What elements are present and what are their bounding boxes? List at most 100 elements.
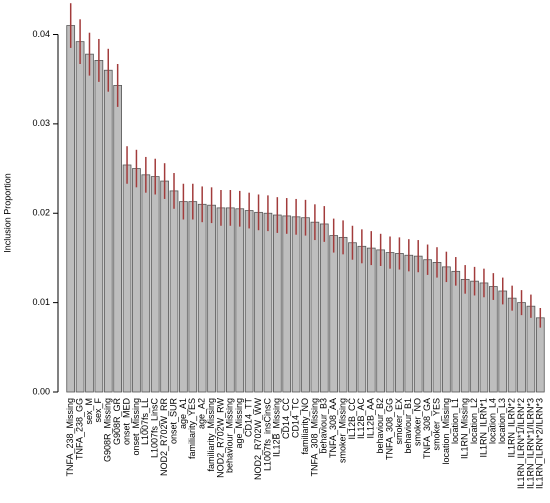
x-tick-label: behaviour_B1 [403, 398, 413, 454]
bar [507, 297, 517, 393]
bar [423, 259, 432, 393]
x-tick-label: IL1RN_ILRN*2 [507, 398, 517, 458]
x-tick-label: familiarity_Missing [206, 398, 216, 472]
bar [244, 210, 254, 393]
bar [85, 53, 94, 393]
x-tick-label: behaviour_B3 [319, 398, 329, 454]
x-tick-label: smoker_Missing [337, 398, 347, 463]
bar [310, 221, 320, 393]
x-tick-label: location_L4 [488, 398, 498, 444]
x-tick-label: IL1RN_ILRN*2/ILRN*3 [535, 398, 545, 489]
bar [188, 201, 198, 393]
bar [357, 245, 367, 393]
x-tick-label: smoker_NO [413, 398, 423, 446]
bar [301, 217, 310, 393]
x-tick-label: G908R_Missing [103, 398, 113, 462]
x-tick-label: IL12B_AC [356, 398, 366, 440]
bar [329, 235, 339, 393]
x-tick-label: NOD2_R702W_WW [253, 397, 263, 480]
x-tick-label: behaviour_Missing [225, 398, 235, 473]
bar [169, 190, 179, 393]
x-tick-label: TNFA_308_GA [422, 398, 432, 459]
bar [207, 204, 216, 393]
bar [66, 25, 76, 393]
bar [385, 252, 395, 393]
x-tick-label: TNFA_238_GG [74, 398, 84, 460]
x-tick-label: onset_SUR [168, 398, 178, 445]
y-axis-label: Inclusion Proportion [2, 173, 12, 253]
x-tick-label: sex_F [93, 398, 103, 423]
bar [526, 305, 536, 393]
y-tick-label: 0.03 [32, 118, 50, 128]
bar [319, 223, 329, 393]
x-tick-label: IL1RN_ILRN*1/ILRN*3 [525, 398, 535, 489]
bar [348, 242, 357, 393]
bar [272, 214, 282, 393]
x-tick-label: familiarity_YES [187, 398, 197, 459]
x-tick-label: IL12B_AA [366, 398, 376, 439]
x-tick-label: G908R_GR [112, 398, 122, 446]
bar [451, 270, 461, 393]
x-tick-label: age_Missing [234, 398, 244, 449]
x-tick-label: TNFA_308_Missing [309, 398, 319, 477]
bar [122, 164, 132, 393]
bar [291, 216, 301, 393]
x-tick-label: L1007fs_LinsC [150, 398, 160, 459]
x-tick-label: smoker_EX [394, 398, 404, 445]
bar [460, 278, 470, 393]
x-tick-label: TNFA_308_GG [384, 398, 394, 460]
x-tick-label: onset_Missing [131, 398, 141, 456]
y-tick-label: 0.01 [32, 297, 50, 307]
x-tick-label: IL1RN_ILRN*1 [478, 398, 488, 458]
x-tick-label: IL1RN_Missing [460, 398, 470, 459]
bar [263, 212, 273, 393]
bar [94, 60, 104, 393]
bar [404, 254, 414, 393]
x-tick-label: location_L1 [450, 398, 460, 444]
bar [395, 253, 404, 393]
bar [216, 207, 226, 393]
bar [498, 290, 508, 393]
x-tick-label: location_L2 [469, 398, 479, 444]
bar [470, 280, 479, 393]
x-tick-label: location_L3 [497, 398, 507, 444]
x-tick-label: behaviour_B2 [375, 398, 385, 454]
x-tick-label: IL12B_CC [347, 398, 357, 440]
x-tick-label: smoker_YES [431, 398, 441, 451]
bar [113, 85, 123, 393]
bar [517, 302, 526, 393]
bar [535, 317, 545, 393]
bar [442, 266, 451, 393]
x-tick-label: sex_M [84, 398, 94, 425]
bar [413, 255, 423, 393]
x-tick-label: location_Missing [441, 398, 451, 465]
bar [254, 211, 263, 393]
y-tick-label: 0.02 [32, 208, 50, 218]
x-tick-label: age_A2 [197, 398, 207, 429]
bar [338, 236, 348, 393]
bar [197, 203, 207, 393]
y-tick-label: 0.00 [32, 386, 50, 396]
bar [150, 176, 160, 393]
x-tick-label: CD14_TC [290, 398, 300, 439]
x-tick-label: L1007fs_LL [140, 398, 150, 445]
x-tick-label: CD14_CC [281, 398, 291, 440]
bar [479, 282, 489, 393]
bar [488, 286, 498, 393]
bar [282, 215, 292, 393]
bar [432, 262, 442, 393]
x-tick-label: IL1RN_ILRN*1/ILRN*2 [516, 398, 526, 489]
x-tick-label: TNFA_308_AA [328, 398, 338, 458]
x-tick-label: age_A1 [178, 398, 188, 429]
bar [226, 207, 235, 393]
bar [235, 208, 245, 393]
bar [103, 69, 113, 393]
bar [376, 249, 385, 393]
x-tick-label: IL12B_Missing [272, 398, 282, 457]
x-tick-label: familiarity_NO [300, 398, 310, 455]
bar [141, 174, 151, 393]
x-tick-label: L1007fs_insCinsC [262, 398, 272, 472]
bar [179, 201, 188, 393]
x-tick-label: NOD2_R702W_RW [215, 397, 225, 477]
x-tick-label: NOD2_R702W_RR [159, 398, 169, 477]
